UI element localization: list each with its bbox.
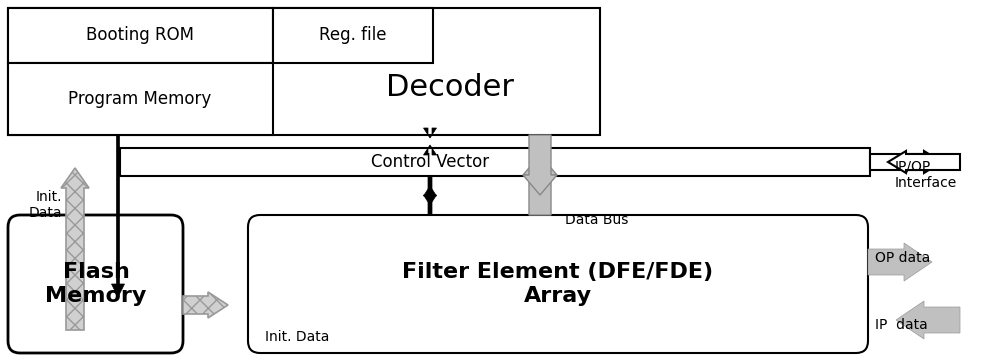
Text: Booting ROM: Booting ROM [86,26,193,44]
FancyArrow shape [522,155,556,215]
FancyArrow shape [423,145,436,155]
FancyArrow shape [61,168,89,330]
FancyArrow shape [869,151,941,173]
FancyArrow shape [182,292,227,318]
FancyArrow shape [423,128,436,138]
Text: Program Memory: Program Memory [68,90,211,108]
FancyArrow shape [867,243,931,281]
Text: OP data: OP data [874,251,929,265]
Bar [8,8,599,135]
Bar [273,8,433,63]
Text: IP/OP
Interface: IP/OP Interface [894,160,956,190]
FancyArrow shape [423,176,436,205]
Text: Filter Element (DFE/FDE)
Array: Filter Element (DFE/FDE) Array [402,262,712,306]
Text: IP  data: IP data [874,318,927,332]
FancyArrow shape [887,151,959,173]
Bar [8,63,273,135]
FancyBboxPatch shape [8,215,182,353]
FancyArrow shape [111,135,124,297]
Text: Data Bus: Data Bus [564,213,627,227]
Text: Init.
Data: Init. Data [28,190,62,220]
Text: Reg. file: Reg. file [319,26,387,44]
FancyArrow shape [522,135,556,195]
Text: Decoder: Decoder [386,74,513,103]
FancyBboxPatch shape [247,215,867,353]
Text: Flash
Memory: Flash Memory [45,262,146,306]
FancyArrow shape [895,301,959,339]
FancyArrow shape [423,186,436,215]
Text: Control Vector: Control Vector [371,153,489,171]
Bar [8,8,273,63]
Text: Init. Data: Init. Data [265,330,329,344]
Bar [120,148,869,176]
